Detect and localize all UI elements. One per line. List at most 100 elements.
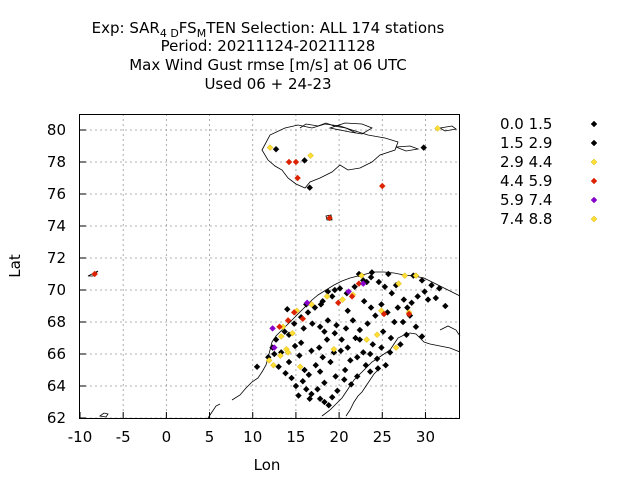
data-point-series-1 [394,304,402,311]
data-point-series-1 [442,302,449,310]
data-point-series-1 [386,349,394,356]
data-point-series-1 [275,363,282,371]
data-point-series-1 [340,376,348,383]
x-tick-label: 25 [373,428,392,446]
data-point-series-1 [331,329,339,337]
data-point-series-1 [295,392,302,399]
data-point-series-3 [289,329,296,337]
data-point-series-1 [378,344,385,351]
data-point-series-1 [321,398,328,406]
data-point-series-1 [312,361,320,369]
legend-label: 5.9 7.4 [500,191,552,209]
data-point-series-3 [277,352,284,359]
title-line-1: Exp: SAR4 DFSMTEN Selection: ALL 174 sta… [92,19,445,40]
data-point-series-1 [382,361,390,369]
y-tick-label: 70 [47,281,66,299]
data-point-series-1 [281,328,288,335]
data-point-series-1 [375,278,383,286]
data-point-series-1 [374,365,382,372]
data-point-series-1 [316,368,324,375]
data-point-series-1 [315,344,323,351]
data-point-series-3 [392,344,400,351]
data-point-series-1 [378,301,385,308]
data-point-series-5 [271,344,278,351]
y-tick-label: 74 [47,217,66,235]
data-point-series-1 [368,269,376,276]
data-point-series-3 [266,144,274,151]
data-point-series-1 [344,307,352,315]
data-point-series-1 [362,361,370,369]
data-point-series-1 [341,366,349,374]
x-tick-label: 30 [416,428,435,446]
data-point-series-1 [304,309,312,316]
data-point-series-1 [321,379,328,387]
data-point-series-1 [424,296,432,303]
y-tick-label: 72 [47,249,66,267]
data-point-series-1 [290,320,298,327]
data-point-series-3 [330,345,338,353]
legend-marker [590,196,598,204]
data-point-series-3 [412,272,420,279]
data-point-series-1 [285,358,293,366]
data-point-series-3 [284,349,292,356]
data-point-series-1 [379,328,387,335]
data-point-series-1 [331,286,339,294]
data-point-series-1 [435,285,443,292]
chart-title: Exp: SAR4 DFSMTEN Selection: ALL 174 sta… [92,19,445,93]
data-point-series-1 [319,353,326,361]
data-point-series-5 [359,280,367,287]
data-point-series-1 [333,321,340,329]
data-point-series-1 [414,293,421,300]
data-point-series-1 [309,320,316,327]
legend-marker [590,215,598,223]
data-point-series-1 [403,331,410,339]
bothnia-coast [321,332,461,417]
x-tick-label: 15 [286,428,305,446]
data-point-series-4 [285,158,293,166]
data-point-series-1 [408,299,415,307]
data-point-series-4 [294,174,301,182]
data-point-series-1 [338,336,345,343]
legend-marker [590,158,598,166]
data-point-series-1 [253,363,261,371]
data-point-series-1 [353,373,361,380]
data-point-series-1 [308,347,315,355]
title-line-4: Used 06 + 24-23 [204,75,331,93]
legend-label: 4.4 5.9 [500,172,552,190]
grid [80,114,460,419]
title-line-2: Period: 20211124-20211128 [161,37,376,55]
data-point-series-4 [299,315,307,323]
y-tick-label: 68 [47,313,66,331]
data-point-series-1 [369,341,377,348]
data-point-series-4 [348,293,356,300]
data-point-series-4 [405,310,413,318]
data-point-series-1 [308,390,315,398]
data-point-series-1 [351,283,358,291]
data-point-series-1 [328,293,336,300]
data-point-series-3 [277,333,285,340]
data-point-series-1 [283,305,291,313]
data-point-series-3 [323,293,331,300]
white-sea [439,325,461,337]
data-point-series-3 [373,331,381,339]
data-point-series-1 [314,385,321,393]
legend-marker [590,120,598,128]
data-point-series-1 [306,395,314,403]
data-point-series-1 [323,336,331,343]
y-tick-label: 62 [47,409,66,427]
data-point-series-1 [399,318,407,326]
data-point-series-3 [265,357,273,364]
data-point-series-3 [401,272,409,279]
data-point-series-1 [373,355,381,363]
y-tick-label: 64 [47,377,66,395]
data-point-series-1 [272,336,280,343]
data-point-series-3 [296,363,304,371]
data-point-series-1 [272,145,280,153]
y-tick-label: 76 [47,185,66,203]
data-point-series-1 [364,320,371,327]
data-point-series-1 [418,277,426,284]
data-point-series-1 [418,333,426,340]
data-point-series-1 [328,393,336,401]
data-point-series-1 [366,368,374,375]
